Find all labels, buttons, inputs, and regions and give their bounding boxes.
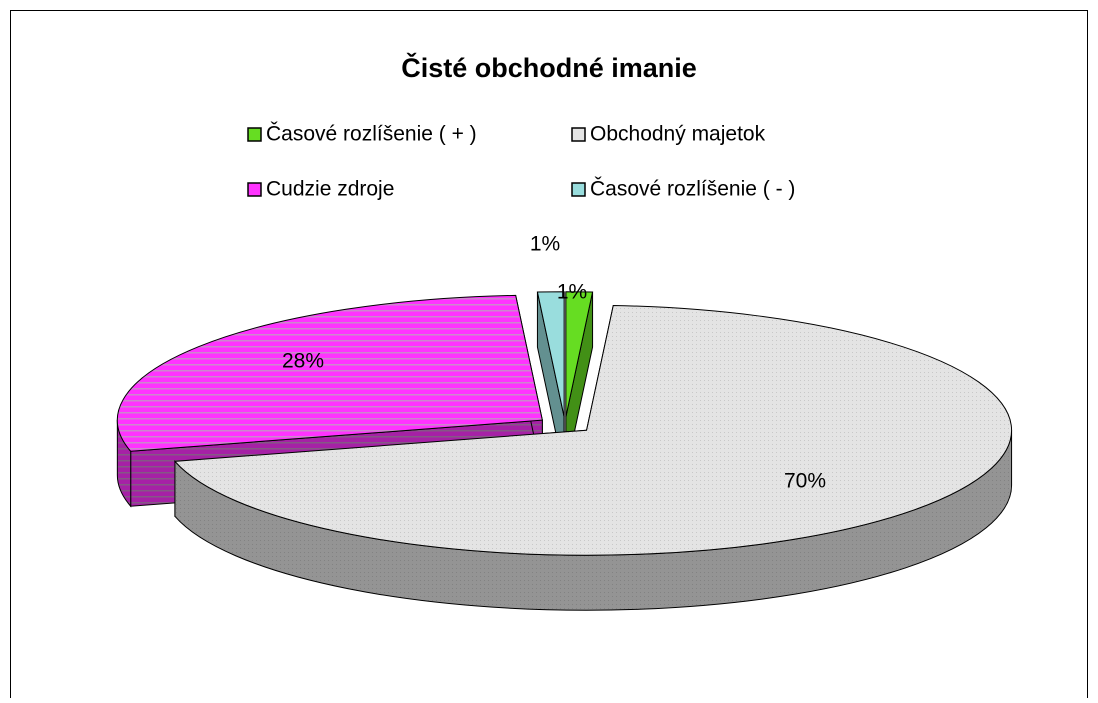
legend-swatch [247, 127, 262, 142]
slice-top [565, 291, 594, 417]
slice-wall-shade [537, 292, 565, 472]
legend-swatch [571, 182, 586, 197]
legend-label: Časové rozlíšenie ( - ) [590, 178, 795, 201]
chart-title: Čisté obchodné imanie [401, 52, 697, 83]
legend-swatch [571, 127, 586, 142]
slice-side-shade [117, 420, 131, 507]
slice-wall-shade [565, 292, 593, 472]
slice-top [116, 294, 543, 452]
data-label: 28% [282, 350, 324, 373]
data-label: 1% [530, 233, 560, 256]
data-label: 70% [784, 470, 826, 493]
legend-label: Cudzie zdroje [266, 178, 394, 201]
legend-swatch [247, 182, 262, 197]
legend-label: Časové rozlíšenie ( + ) [266, 123, 477, 146]
legend-label: Obchodný majetok [590, 123, 766, 146]
slice-top [536, 291, 565, 417]
slice-side-shade [174, 430, 1012, 611]
data-label: 1% [557, 281, 587, 304]
slice-top [173, 304, 1013, 556]
pie [116, 291, 1013, 611]
